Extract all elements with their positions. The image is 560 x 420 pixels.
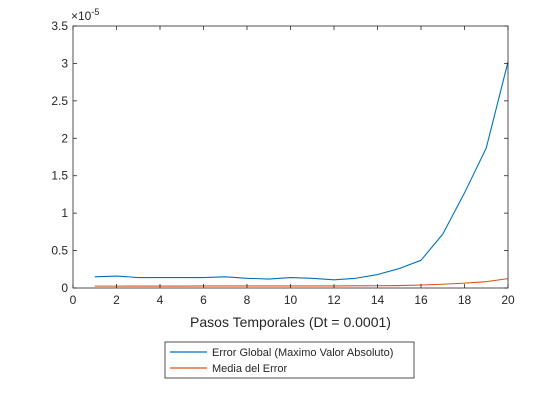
series-line-1 <box>94 278 509 287</box>
x-tick-label-8: 16 <box>414 293 428 307</box>
y-tick-label-3: 1.5 <box>51 169 68 183</box>
y-tick-label-4: 2 <box>61 131 68 145</box>
x-tick-label-7: 14 <box>371 293 385 307</box>
x-tick-label-2: 4 <box>157 293 164 307</box>
series-group <box>94 61 509 287</box>
plot-area <box>73 26 508 288</box>
x-tick-label-9: 18 <box>458 293 472 307</box>
series-line-0 <box>94 61 509 281</box>
x-tick-label-1: 2 <box>113 293 120 307</box>
y-exponent-power: -5 <box>91 7 99 17</box>
x-tick-label-6: 12 <box>327 293 341 307</box>
legend-label-media-error: Media del Error <box>212 363 288 375</box>
y-tick-label-5: 2.5 <box>51 94 68 108</box>
y-exponent-base: ×10 <box>71 9 92 23</box>
y-tick-label-1: 0.5 <box>51 244 68 258</box>
x-tick-label-0: 0 <box>70 293 77 307</box>
y-exponent-label: ×10-5 <box>71 7 99 23</box>
y-tick-label-6: 3 <box>61 56 68 70</box>
y-tick-label-7: 3.5 <box>51 19 68 33</box>
ticks-group: 0 2 4 6 8 10 12 14 16 18 20 0 0.5 1 1.5 2 2.5 3 3.5 <box>51 19 515 307</box>
x-tick-label-4: 8 <box>244 293 251 307</box>
legend-box <box>164 341 415 379</box>
x-axis-label: Pasos Temporales (Dt = 0.0001) <box>190 314 391 330</box>
x-tick-label-3: 6 <box>200 293 207 307</box>
legend: Error Global (Maximo Valor Absoluto) Med… <box>164 341 415 379</box>
x-tick-label-10: 20 <box>501 293 515 307</box>
x-tick-label-5: 10 <box>284 293 298 307</box>
y-tick-label-0: 0 <box>61 281 68 295</box>
y-tick-label-2: 1 <box>61 206 68 220</box>
legend-label-error-global: Error Global (Maximo Valor Absoluto) <box>212 347 393 359</box>
